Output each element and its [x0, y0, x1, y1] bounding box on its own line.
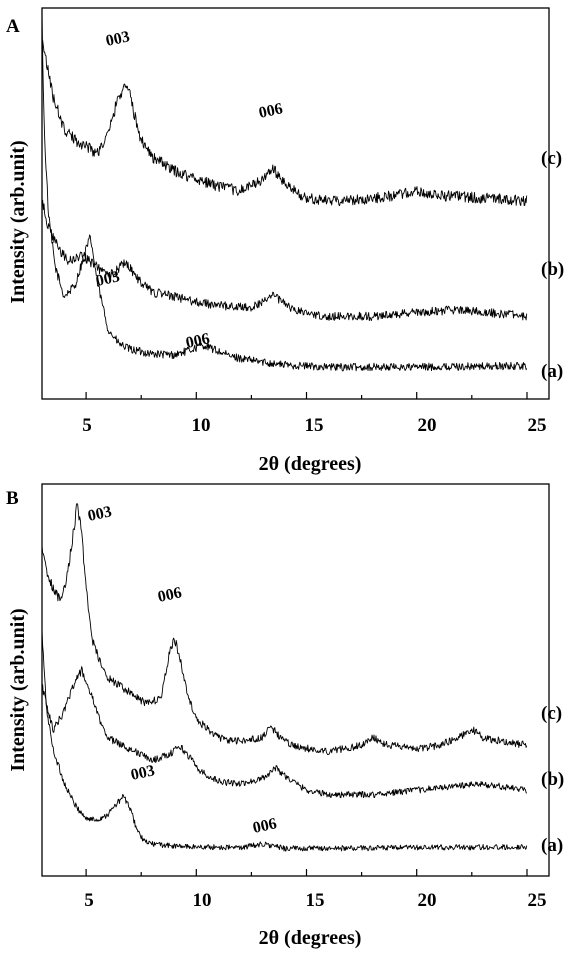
panel-b-xlabel: 2θ (degrees)	[259, 927, 362, 949]
panel-a-series-c	[41, 40, 528, 207]
panel-a-tick-label-15: 15	[305, 415, 324, 436]
panel-a-xlabel: 2θ (degrees)	[259, 453, 362, 475]
panel-a-ylabel: Intensity (arb.unit)	[7, 140, 29, 303]
panel-b-tick-label-25: 25	[528, 890, 547, 911]
panel-b-peak-006-c: 006	[156, 584, 183, 606]
panel-b-trace-label-a: (a)	[541, 835, 563, 856]
panel-a-tick-label-25: 25	[528, 415, 547, 436]
panel-b-tick-label-10: 10	[193, 890, 212, 911]
panel-a-series-b	[41, 199, 528, 322]
panel-b-label: B	[6, 488, 19, 509]
panel-b-series-group	[41, 503, 528, 852]
panel-a-tick-label-10: 10	[192, 415, 211, 436]
panel-b-tick-label-5: 5	[84, 890, 94, 911]
panel-b-frame	[41, 483, 550, 877]
panel-b-series-b	[41, 666, 528, 799]
panel-b-peak-006-a: 006	[251, 815, 278, 837]
panel-a-trace-label-a: (a)	[541, 361, 563, 382]
panel-b: B Intensity (arb.unit) 5 10 15 20 25 2θ …	[6, 483, 564, 949]
panel-b-peak-003-c: 003	[86, 503, 113, 525]
panel-a-peak-006-a: 006	[184, 330, 211, 352]
panel-a-trace-label-c: (c)	[541, 148, 562, 169]
panel-a-label: A	[6, 16, 20, 37]
panel-a-tick-label-5: 5	[82, 415, 92, 436]
panel-a-peak-003-c: 003	[104, 28, 131, 50]
panel-b-series-a	[41, 630, 528, 852]
panel-a-frame	[41, 7, 550, 400]
panel-a-series-group	[41, 14, 528, 372]
panel-b-tick-label-20: 20	[418, 890, 437, 911]
panel-b-ticks	[85, 869, 528, 876]
panel-b-trace-label-c: (c)	[541, 703, 562, 724]
panel-a-ticks	[85, 392, 528, 399]
panel-a-peak-006-c: 006	[257, 100, 284, 122]
panel-a: A Intensity (arb.unit) 5 10 15 20 25 2θ …	[6, 7, 564, 475]
panel-a-trace-label-b: (b)	[541, 259, 564, 280]
panel-b-tick-label-15: 15	[306, 890, 325, 911]
panel-a-tick-label-20: 20	[418, 415, 437, 436]
panel-b-trace-label-b: (b)	[541, 769, 564, 790]
panel-a-peak-003-a: 003	[94, 268, 121, 290]
panel-b-ylabel: Intensity (arb.unit)	[7, 608, 29, 771]
panel-b-series-c	[41, 503, 528, 756]
panel-a-series-a	[41, 14, 528, 372]
panel-b-peak-003-a: 003	[129, 762, 156, 784]
